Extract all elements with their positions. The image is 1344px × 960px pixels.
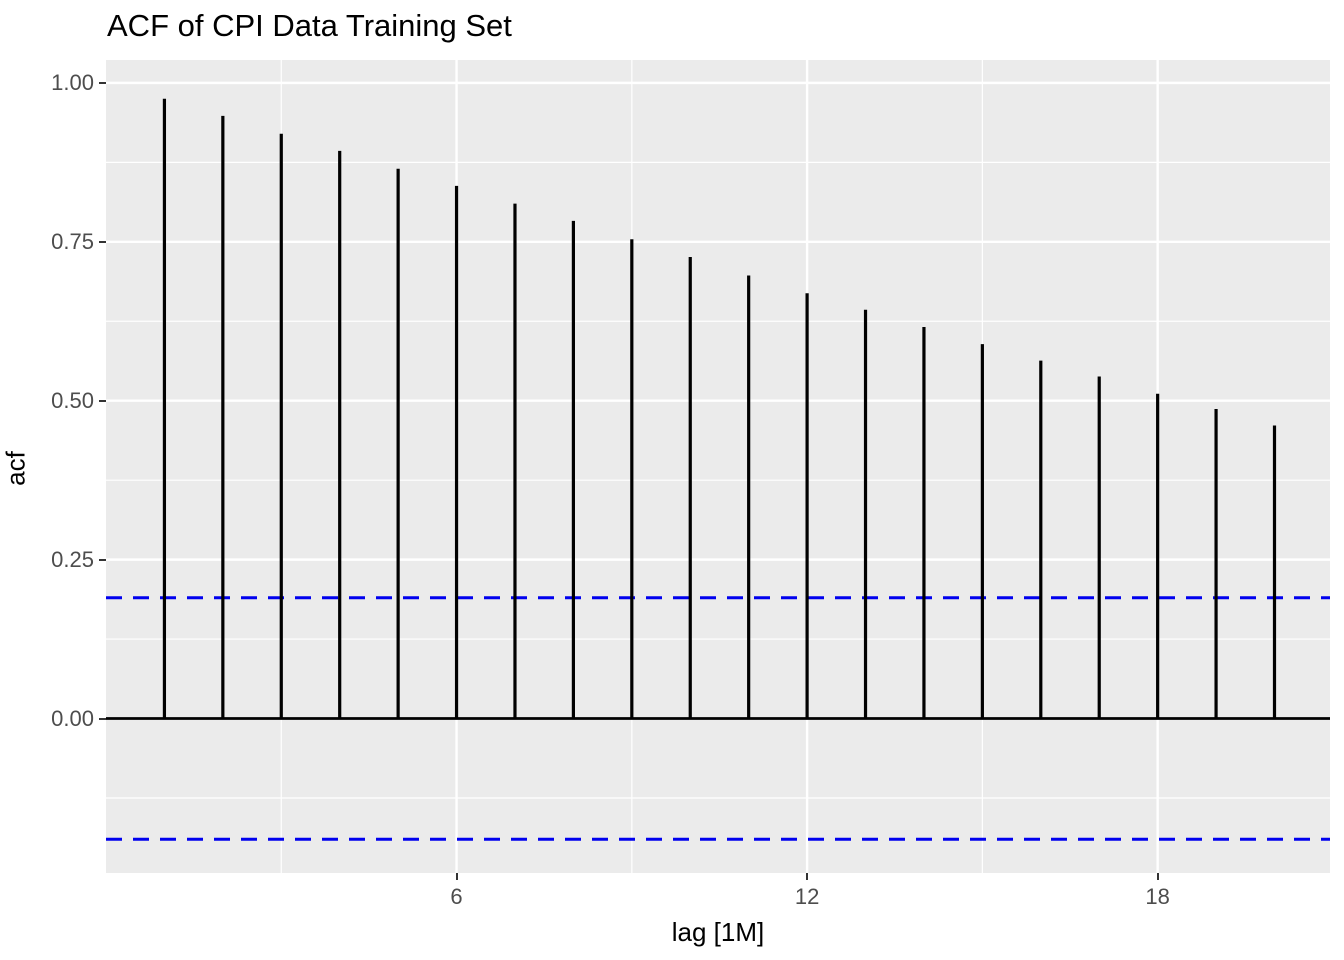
x-tick-mark [806, 873, 809, 880]
y-tick-mark [99, 240, 106, 243]
y-tick-mark [99, 717, 106, 720]
y-tick-label: 0.50 [51, 387, 94, 413]
x-tick-mark [1156, 873, 1159, 880]
y-tick-label: 1.00 [51, 69, 94, 95]
plot-title: ACF of CPI Data Training Set [107, 8, 512, 43]
plot-panel [106, 60, 1330, 873]
x-tick-label: 6 [450, 884, 463, 909]
y-tick-mark [99, 399, 106, 402]
x-tick-mark [455, 873, 458, 880]
x-tick-label: 12 [794, 884, 820, 909]
y-tick-mark [99, 558, 106, 561]
x-axis-title: lag [1M] [671, 917, 765, 947]
acf-plot-canvas [106, 60, 1330, 873]
y-tick-mark [99, 81, 106, 84]
y-axis-title: acf [0, 451, 31, 486]
x-tick-label: 18 [1145, 884, 1170, 909]
y-tick-label: 0.75 [51, 228, 94, 254]
y-tick-label: 0.00 [51, 705, 94, 731]
y-tick-label: 0.25 [51, 546, 94, 572]
